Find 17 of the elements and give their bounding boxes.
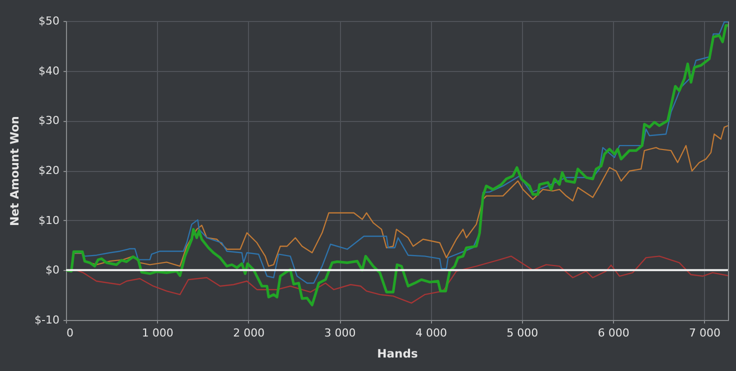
x-tick-label: 7 000 [689,326,721,340]
y-tick-label: $0 [46,264,60,277]
x-tick-label: 0 [66,326,74,340]
y-axis-title: Net Amount Won [8,116,22,226]
y-tick-label: $10 [38,214,60,227]
x-tick-label: 6 000 [598,326,630,340]
y-tick-label: $20 [38,164,60,177]
y-tick-label: $30 [38,114,60,128]
y-tick-label: $-10 [34,314,60,326]
x-tick-label: 3 000 [324,326,356,340]
x-tick-label: 5 000 [506,326,538,340]
x-axis-title: Hands [377,346,418,360]
x-tick-label: 2 000 [233,326,265,340]
y-tick-label: $40 [38,64,60,78]
y-tick-label: $50 [38,14,60,28]
x-tick-label: 4 000 [415,326,447,340]
x-tick-label: 1 000 [142,326,174,340]
